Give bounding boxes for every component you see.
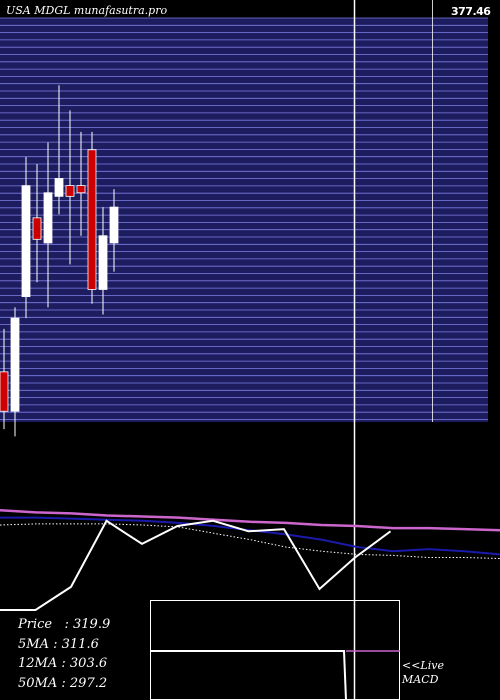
stat-5ma-label: 5MA bbox=[18, 636, 49, 652]
macd-label: <<Live MACD bbox=[402, 659, 444, 687]
candle-body bbox=[109, 206, 119, 244]
stochastic-line bbox=[0, 519, 392, 611]
stat-5ma-value: 311.6 bbox=[61, 636, 99, 652]
ma-pink-line bbox=[0, 509, 500, 532]
candle-body bbox=[21, 185, 31, 298]
macd-line bbox=[150, 650, 347, 700]
candle-body bbox=[43, 192, 53, 244]
stat-50ma-label: 50MA bbox=[18, 675, 58, 691]
stat-50ma-value: 297.2 bbox=[69, 675, 108, 691]
stat-price: Price : 319.9 bbox=[18, 617, 111, 632]
price-grid bbox=[0, 0, 488, 700]
stat-5ma: 5MA : 311.6 bbox=[18, 636, 99, 652]
stat-12ma-value: 303.6 bbox=[69, 656, 108, 671]
indicator-panel bbox=[0, 509, 500, 611]
stat-12ma: 12MA : 303.6 bbox=[18, 656, 108, 671]
candle-body bbox=[54, 178, 64, 197]
candle-body bbox=[65, 185, 75, 197]
candle-body bbox=[87, 149, 97, 290]
ma-blue-line bbox=[0, 516, 500, 556]
last-price-label: 377.46 bbox=[451, 5, 491, 18]
stat-price-value: 319.9 bbox=[73, 617, 111, 632]
candlestick-series bbox=[0, 85, 119, 437]
candle-body bbox=[98, 235, 108, 290]
candle-body bbox=[10, 317, 20, 412]
macd-label-line2: MACD bbox=[402, 673, 439, 686]
candle-body bbox=[76, 185, 86, 194]
macd-label-line1: <<Live bbox=[402, 659, 444, 672]
stat-12ma-label: 12MA bbox=[18, 656, 58, 671]
candle-body bbox=[32, 217, 42, 240]
stat-price-label: Price bbox=[18, 617, 53, 632]
chart-title: USA MDGL munafasutra.pro bbox=[6, 4, 168, 17]
macd-panel bbox=[150, 600, 400, 700]
stats-box: Price : 319.9 5MA : 311.6 12MA : 303.6 5… bbox=[18, 615, 110, 693]
stat-50ma: 50MA : 297.2 bbox=[18, 675, 108, 691]
candle-body bbox=[0, 371, 9, 412]
